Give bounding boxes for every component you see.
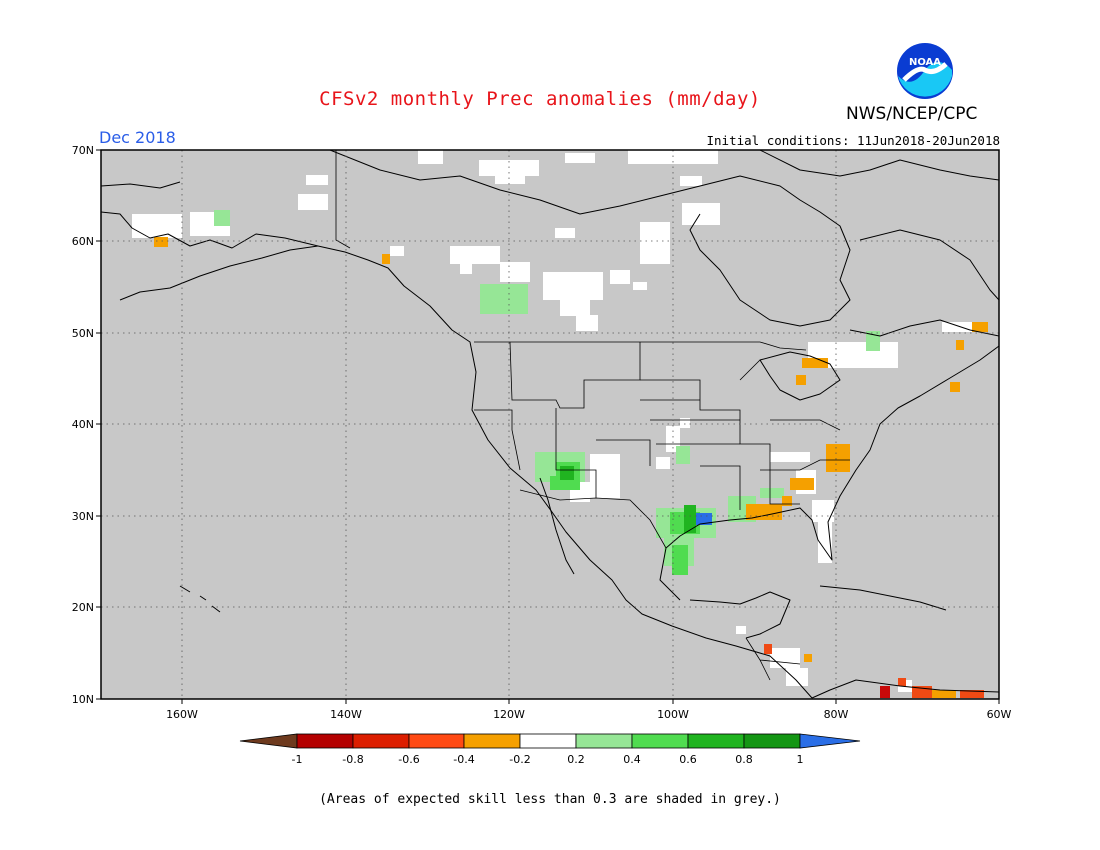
colorbar-label: 1 bbox=[797, 753, 804, 766]
colorbar-label: -0.2 bbox=[509, 753, 530, 766]
colorbar-label: -0.8 bbox=[342, 753, 363, 766]
positive-anomaly-patches bbox=[214, 210, 880, 575]
lat-label: 10N bbox=[72, 693, 94, 706]
valid-month: Dec 2018 bbox=[99, 128, 176, 147]
colorbar-segment bbox=[463, 733, 521, 749]
initial-conditions: Initial conditions: 11Jun2018-20Jun2018 bbox=[706, 133, 1001, 148]
colorbar-segment bbox=[408, 733, 465, 749]
colorbar-label: -0.4 bbox=[453, 753, 474, 766]
lat-label: 70N bbox=[72, 144, 94, 157]
colorbar-right-arrow bbox=[799, 733, 861, 749]
colorbar-label: 0.6 bbox=[679, 753, 697, 766]
lon-label: 80W bbox=[824, 708, 849, 721]
lon-label: 60W bbox=[987, 708, 1012, 721]
lon-label: 140W bbox=[330, 708, 362, 721]
lat-label: 20N bbox=[72, 601, 94, 614]
lon-label: 100W bbox=[657, 708, 689, 721]
political-boundaries bbox=[335, 150, 850, 681]
colorbar-label: 0.2 bbox=[567, 753, 585, 766]
noaa-logo: NOAA bbox=[895, 41, 955, 101]
lat-label: 30N bbox=[72, 510, 94, 523]
map-title: CFSv2 monthly Prec anomalies (mm/day) bbox=[319, 88, 761, 110]
lat-label: 40N bbox=[72, 418, 94, 431]
lat-label: 60N bbox=[72, 235, 94, 248]
colorbar-left-arrow bbox=[239, 733, 298, 749]
colorbar bbox=[239, 733, 861, 749]
colorbar-label: -0.6 bbox=[398, 753, 419, 766]
colorbar-segment bbox=[519, 733, 577, 749]
colorbar-segment bbox=[296, 733, 354, 749]
colorbar-labels: -1 -0.8 -0.6 -0.4 -0.2 0.2 0.4 0.6 0.8 1 bbox=[292, 753, 804, 766]
colorbar-segment bbox=[743, 733, 801, 749]
map-background bbox=[101, 150, 999, 699]
noaa-logo-text: NOAA bbox=[909, 57, 941, 68]
lon-label: 160W bbox=[166, 708, 198, 721]
map-content bbox=[101, 150, 999, 699]
lon-label: 120W bbox=[493, 708, 525, 721]
map-gridlines bbox=[101, 150, 999, 699]
colorbar-label: 0.8 bbox=[735, 753, 753, 766]
colorbar-segment bbox=[631, 733, 689, 749]
colorbar-segment bbox=[575, 733, 633, 749]
skill-footnote: (Areas of expected skill less than 0.3 a… bbox=[319, 792, 781, 807]
coastlines bbox=[101, 150, 999, 699]
lon-tick-labels: 160W 140W 120W 100W 80W 60W bbox=[166, 708, 1011, 721]
org-label: NWS/NCEP/CPC bbox=[846, 104, 978, 124]
lat-tick-labels: 70N 60N 50N 40N 30N 20N 10N bbox=[72, 144, 94, 706]
colorbar-segment bbox=[687, 733, 745, 749]
lat-label: 50N bbox=[72, 327, 94, 340]
colorbar-label: 0.4 bbox=[623, 753, 641, 766]
colorbar-segment bbox=[352, 733, 410, 749]
colorbar-label: -1 bbox=[292, 753, 303, 766]
axis-ticks bbox=[96, 149, 1000, 704]
